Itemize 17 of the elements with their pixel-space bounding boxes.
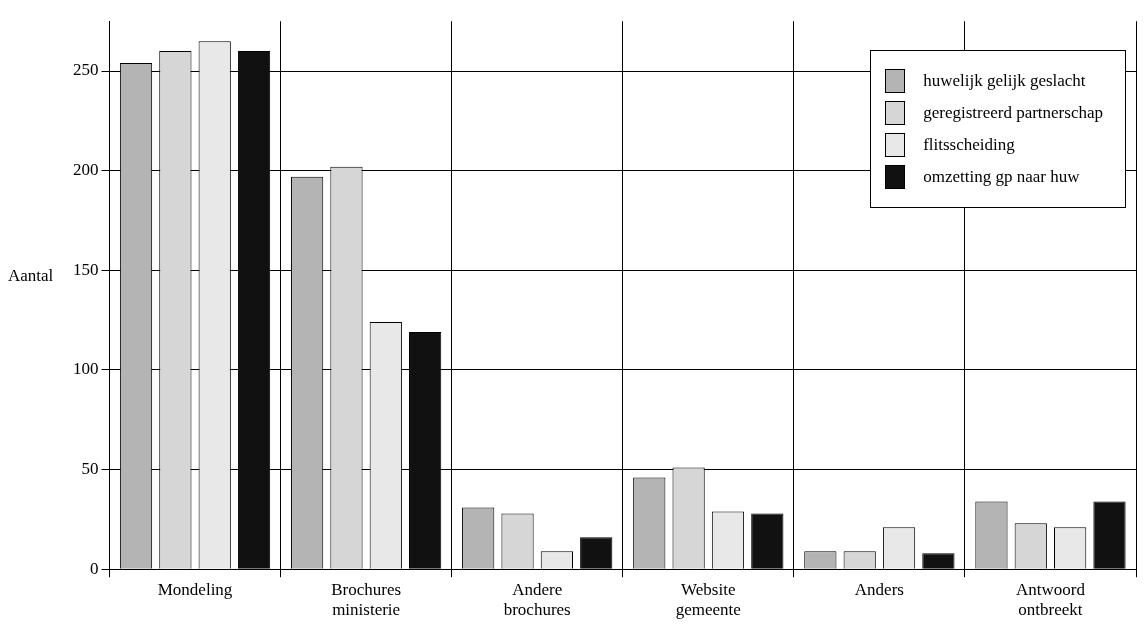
y-tick-label: 250 [73,60,99,80]
x-tick-label: Brochures ministerie [331,579,402,620]
y-tick-label: 200 [73,160,99,180]
y-tick-label: 150 [73,259,99,279]
y-axis-title: Aantal [8,266,55,286]
x-tick-label: Website gemeente [675,579,741,620]
legend-label: geregistreerd partnerschap [923,103,1103,123]
y-tick-label: 100 [73,359,99,379]
legend-label: flitsscheiding [923,135,1015,155]
legend-label: omzetting gp naar huw [923,167,1080,187]
x-tick-label: Andere brochures [503,579,571,620]
x-tick-label: Mondeling [157,579,233,599]
legend-label: huwelijk gelijk geslacht [923,71,1086,91]
y-tick-label: 0 [90,558,99,578]
x-tick-label: Anders [854,579,904,599]
x-tick-label: Antwoord ontbreekt [1015,579,1086,620]
y-tick-label: 50 [81,459,99,479]
